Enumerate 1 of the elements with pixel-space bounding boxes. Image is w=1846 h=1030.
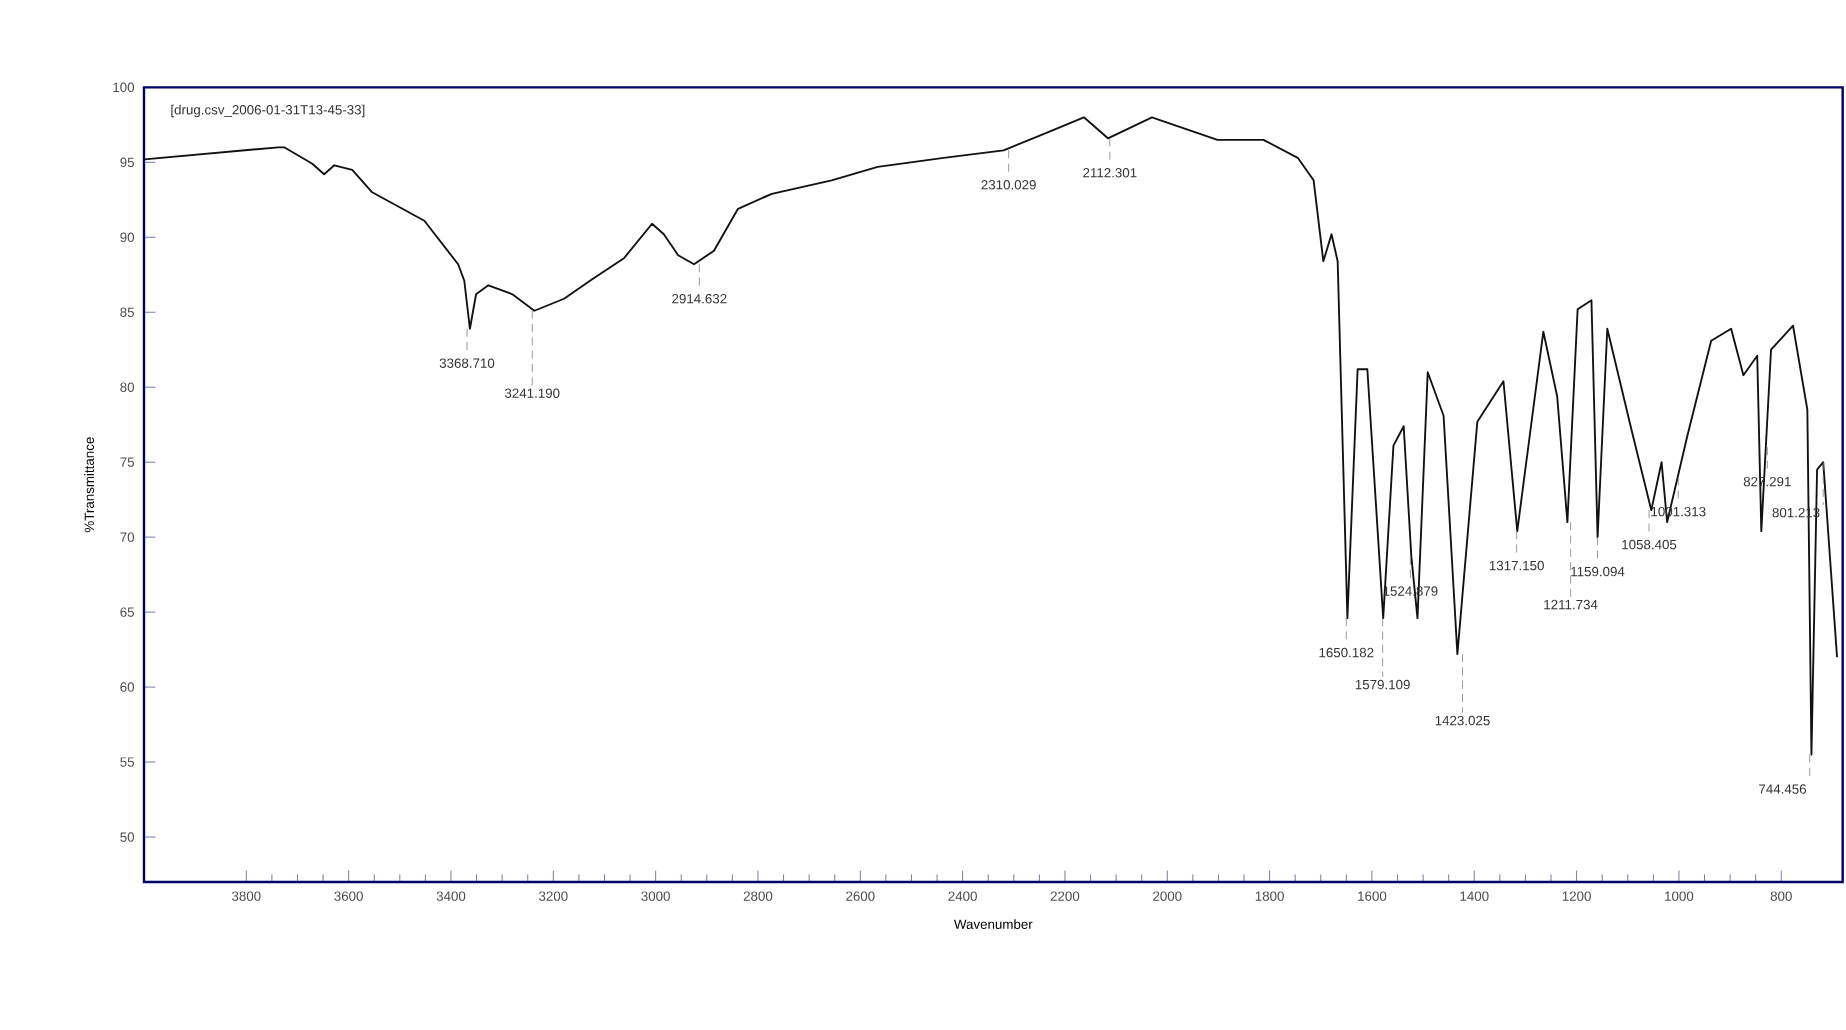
line-series bbox=[143, 116, 1838, 756]
